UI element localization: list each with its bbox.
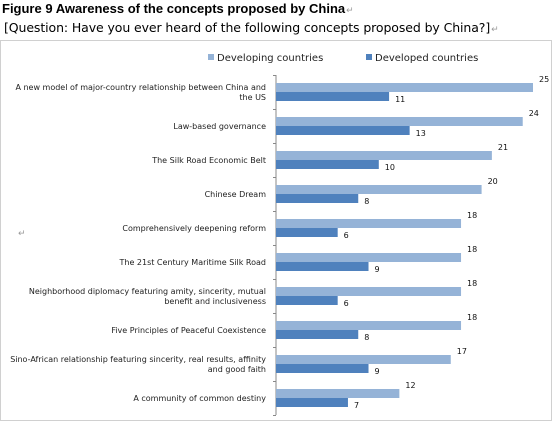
figure-title: Figure 9 Awareness of the concepts propo… (2, 1, 354, 16)
bar-developed (276, 330, 359, 339)
paragraph-mark-icon: ↵ (346, 5, 354, 15)
category-label: A community of common destiny (133, 394, 266, 403)
bar-developed (276, 262, 369, 271)
data-label: 18 (467, 313, 477, 322)
category-label: Comprehensively deepening reform (122, 224, 266, 233)
bar-developed (276, 126, 410, 135)
data-label: 6 (344, 299, 349, 308)
category-label: Law-based governance (173, 122, 266, 131)
bar-developing (276, 253, 462, 262)
category-label: Sino-African relationship featuring sinc… (10, 355, 266, 364)
category-label: Five Principles of Peaceful Coexistence (111, 326, 266, 335)
survey-question: [Question: Have you ever heard of the fo… (4, 20, 499, 35)
data-label: 8 (364, 197, 369, 206)
survey-question-text: [Question: Have you ever heard of the fo… (4, 20, 491, 35)
chart-frame (0, 40, 552, 421)
bar-developing (276, 83, 533, 92)
paragraph-mark-icon: ↵ (18, 229, 26, 239)
bar-developed (276, 398, 348, 407)
data-label: 13 (416, 129, 426, 138)
data-label: 10 (385, 163, 395, 172)
bar-developed (276, 160, 379, 169)
bar-developed (276, 92, 390, 101)
data-label: 9 (375, 367, 380, 376)
category-label: the US (239, 93, 266, 102)
legend-swatch-1 (366, 54, 372, 60)
bar-developing (276, 185, 482, 194)
bar-developing (276, 355, 451, 364)
paragraph-mark-icon: ↵ (491, 25, 499, 35)
category-label: and good faith (208, 365, 266, 374)
data-label: 25 (539, 75, 549, 84)
figure-title-text: Figure 9 Awareness of the concepts propo… (2, 1, 346, 16)
data-label: 21 (498, 143, 508, 152)
category-label: Chinese Dream (205, 190, 267, 199)
data-label: 11 (395, 95, 405, 104)
bar-developing (276, 151, 492, 160)
legend-label-1: Developed countries (375, 53, 478, 64)
bar-developing (276, 287, 462, 296)
category-label: A new model of major-country relationshi… (15, 83, 266, 92)
bar-developed (276, 296, 338, 305)
data-label: 12 (405, 381, 415, 390)
data-label: 8 (364, 333, 369, 342)
bar-developing (276, 321, 462, 330)
bar-developing (276, 117, 523, 126)
data-label: 18 (467, 211, 477, 220)
legend-label-0: Developing countries (217, 53, 323, 64)
category-label: The Silk Road Economic Belt (151, 156, 266, 165)
bar-developed (276, 228, 338, 237)
data-label: 24 (529, 109, 539, 118)
data-label: 17 (457, 347, 467, 356)
bar-developed (276, 364, 369, 373)
bar-developed (276, 194, 359, 203)
data-label: 18 (467, 245, 477, 254)
data-label: 18 (467, 279, 477, 288)
data-label: 20 (488, 177, 498, 186)
data-label: 9 (375, 265, 380, 274)
category-label: Neighborhood diplomacy featuring amity, … (29, 287, 266, 296)
category-label: benefit and inclusiveness (164, 297, 266, 306)
data-label: 7 (354, 401, 359, 410)
data-label: 6 (344, 231, 349, 240)
bar-developing (276, 389, 400, 398)
bar-developing (276, 219, 462, 228)
legend-swatch-0 (208, 54, 214, 60)
category-label: The 21st Century Maritime Silk Road (118, 258, 266, 267)
